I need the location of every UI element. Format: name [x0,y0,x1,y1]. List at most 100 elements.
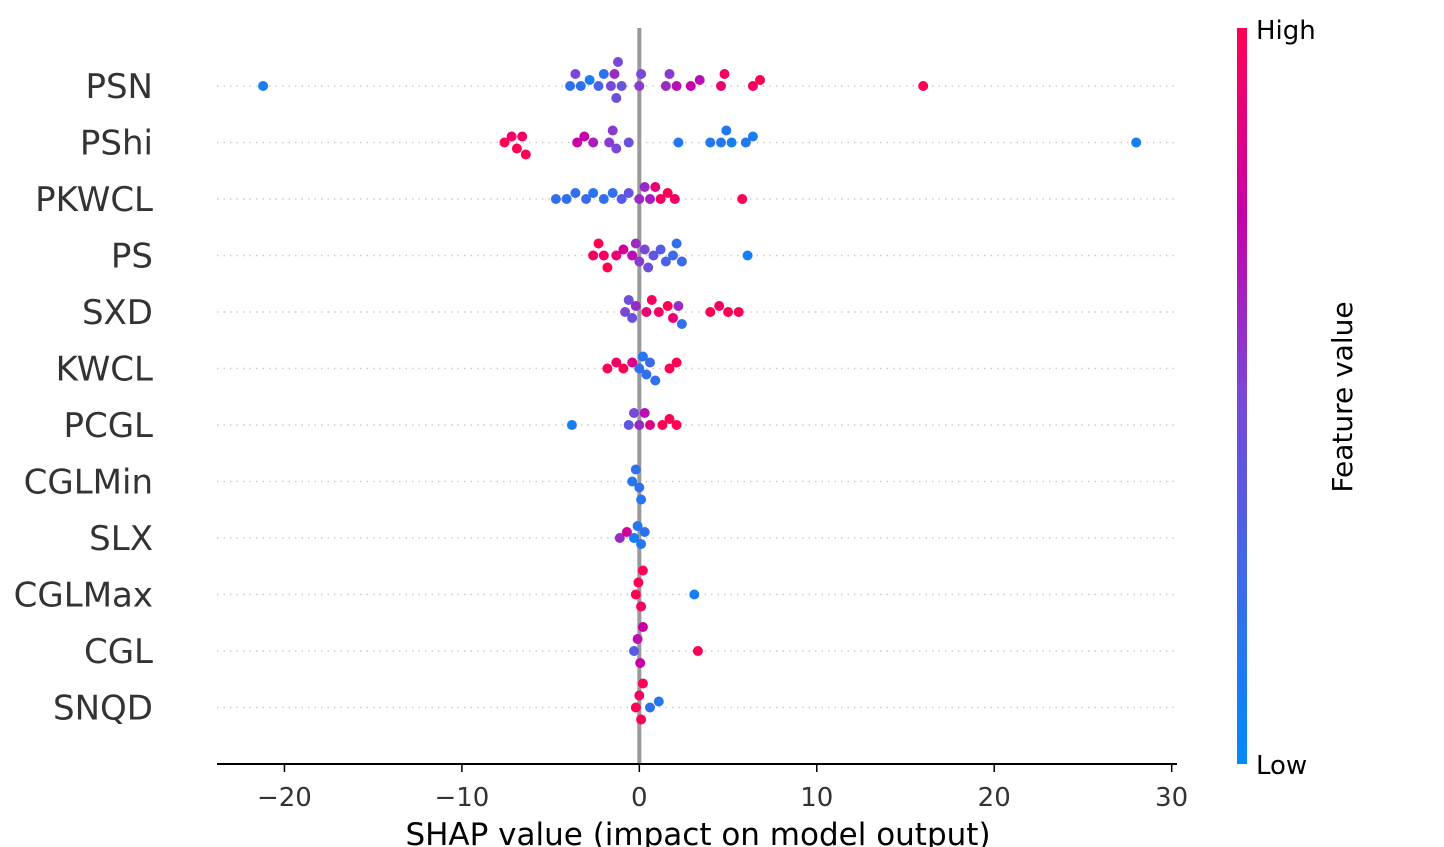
feature-label: SLX [89,519,153,559]
shap-point [598,194,609,204]
shap-point [719,69,730,79]
shap-point [662,301,673,311]
shap-point [506,131,517,142]
shap-point [639,244,650,255]
x-axis-ticks: −20 −10 0 10 20 30 [257,764,1188,813]
shap-point [572,137,583,148]
shap-point [676,319,687,329]
x-tick-label: 0 [631,783,648,813]
shap-point [602,363,613,374]
colorbar-low-label: Low [1256,751,1307,781]
shap-point [636,69,647,79]
colorbar-high-label: High [1256,16,1316,46]
shap-point [627,250,638,261]
shap-point [570,69,581,79]
x-tick-label: −10 [434,783,489,813]
shap-point [561,194,572,204]
shap-point [645,194,655,204]
shap-point [593,81,604,91]
shap-point [737,194,748,204]
shap-point [692,646,703,656]
shap-point [634,363,645,374]
shap-point [660,256,671,267]
shap-point [613,57,623,67]
row-guide-lines [217,85,1177,709]
shap-point [620,307,631,317]
feature-labels: PSN PShi PKWCL PS SXD KWCL PCGL CGLMin SLX CGLMax… [14,67,153,729]
shap-point [716,81,726,91]
shap-point [611,250,622,261]
shap-point [616,194,627,204]
shap-point [579,131,590,142]
shap-point [634,81,645,91]
shap-point [645,702,655,713]
shap-point [636,539,647,549]
shap-point [668,250,678,261]
x-axis-title: SHAP value (impact on model output) [405,817,990,847]
feature-label: SXD [82,293,153,333]
shap-point [618,363,629,374]
shap-point [637,351,648,362]
shap-point [604,137,615,148]
shap-point [634,256,645,267]
shap-point [664,414,675,424]
shap-point [630,464,641,475]
shap-point [641,369,652,380]
shap-point [657,420,668,430]
shap-point [627,313,638,323]
shap-point [653,307,664,317]
shap-point [639,408,650,418]
data-points [258,57,1142,725]
shap-point [499,137,510,148]
shap-point [742,250,753,261]
shap-point [629,408,639,418]
shap-point [616,81,627,91]
feature-label: PKWCL [35,180,153,220]
shap-point [673,301,684,311]
shap-point [584,75,595,85]
shap-point [588,250,599,261]
shap-point [653,696,664,707]
shap-point [598,69,609,79]
shap-point [611,357,622,368]
shap-point [598,250,609,261]
shap-point [714,301,725,311]
feature-label: PShi [80,124,153,164]
shap-point [623,420,634,430]
shap-point [664,363,675,374]
shap-point [627,357,638,368]
x-tick-label: 10 [800,783,833,813]
shap-point [671,420,682,430]
colorbar [1237,28,1247,764]
colorbar-title: Feature value [1326,301,1359,492]
shap-point [648,250,659,261]
shap-point [636,714,647,725]
shap-point [694,75,705,85]
shap-point [511,143,522,154]
shap-point [747,131,758,142]
shap-point [588,188,599,198]
shap-point [637,622,648,632]
x-tick-label: 20 [978,783,1011,813]
shap-point [607,188,618,198]
shap-point [633,577,644,588]
shap-point [602,262,613,273]
shap-point [726,137,737,148]
shap-point [623,137,634,148]
shap-point [605,81,616,91]
shap-point [650,182,661,192]
shap-point [609,69,620,79]
shap-point [705,137,716,148]
shap-point [637,565,648,576]
shap-point [634,690,645,701]
feature-label: SNQD [53,689,153,729]
shap-point [676,256,687,267]
feature-label: PSN [85,67,153,107]
shap-point [623,295,634,305]
shap-point [723,307,734,317]
shap-point [645,420,655,430]
shap-point [636,601,647,612]
shap-point [637,678,648,689]
shap-point [646,295,657,305]
shap-point [635,658,646,668]
